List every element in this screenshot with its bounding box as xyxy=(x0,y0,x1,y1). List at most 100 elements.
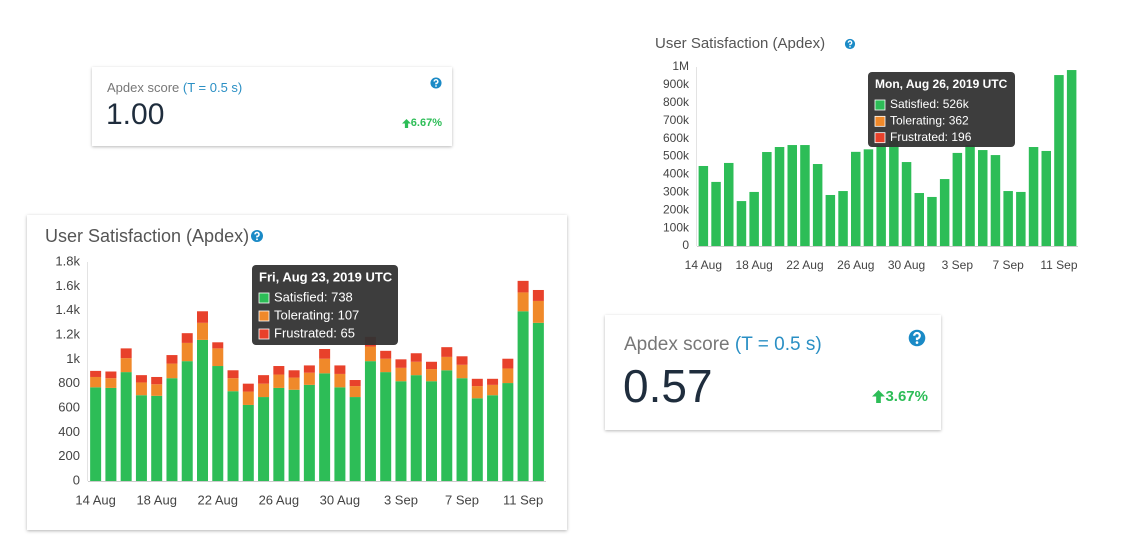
bar-segment xyxy=(990,155,1001,246)
bar-segment xyxy=(105,378,117,388)
tooltip-title: Fri, Aug 23, 2019 UTC xyxy=(259,269,393,284)
bar-segment xyxy=(151,376,163,385)
x-tick-label: 26 Aug xyxy=(837,258,874,272)
y-tick-label: 600 xyxy=(58,399,80,414)
y-tick-label: 700k xyxy=(663,113,690,127)
bar-segment xyxy=(380,372,392,481)
help-icon[interactable] xyxy=(844,38,856,50)
card-label: Apdex score xyxy=(624,334,730,355)
bar-segment xyxy=(135,382,147,396)
bar-segment xyxy=(212,342,224,349)
bar-segment xyxy=(319,358,331,374)
bar-segment xyxy=(120,372,132,481)
bar-segment xyxy=(380,350,392,359)
bar-segment xyxy=(120,348,132,359)
tooltip-row: Satisfied: 526k xyxy=(890,97,970,111)
bar-segment xyxy=(456,356,468,365)
bar-segment xyxy=(800,145,810,246)
bar-segment xyxy=(166,378,178,481)
bar-segment xyxy=(334,387,346,481)
card-threshold: (T = 0.5 s) xyxy=(182,80,243,95)
y-tick-label: 900k xyxy=(663,77,690,91)
tooltip: Mon, Aug 26, 2019 UTC Satisfied: 526k Tole… xyxy=(868,72,1015,147)
bar-segment xyxy=(532,300,544,323)
tooltip-row: Tolerating: 362 xyxy=(890,114,969,128)
bar-segment xyxy=(288,370,300,378)
x-tick-label: 11 Sep xyxy=(1040,258,1077,272)
help-icon[interactable] xyxy=(430,77,442,89)
bar-segment xyxy=(927,196,937,246)
y-tick-label: 200k xyxy=(663,202,690,216)
x-tick-label: 11 Sep xyxy=(503,492,543,507)
tooltip-box xyxy=(252,265,398,345)
bar-segment xyxy=(334,373,346,388)
bar-segment xyxy=(395,367,407,382)
bar-segment xyxy=(181,333,193,343)
bar-segment xyxy=(517,292,529,312)
y-tick-label: 0 xyxy=(73,472,80,487)
y-tick-label: 1.2k xyxy=(55,326,80,341)
bar-segment xyxy=(838,191,848,246)
bar-segment xyxy=(395,359,407,368)
bar-segment xyxy=(487,384,499,396)
bar-segment xyxy=(349,397,361,481)
card-change: 3.67% xyxy=(885,388,928,405)
bar-segment xyxy=(851,151,861,246)
bar-segment xyxy=(181,361,193,481)
bar-segment xyxy=(258,397,270,481)
bar-segment xyxy=(1041,150,1051,246)
bar-segment xyxy=(487,378,499,385)
bar-segment xyxy=(105,371,117,379)
card-label-row: Apdex score (T = 0.5 s) xyxy=(107,80,242,95)
bar-segment xyxy=(1054,75,1064,247)
chart-title: User Satisfaction (Apdex) xyxy=(45,226,249,246)
y-tick-label: 1.6k xyxy=(55,278,80,293)
x-tick-label: 22 Aug xyxy=(786,258,823,272)
bar-segment xyxy=(1028,147,1039,246)
bar-segment xyxy=(288,377,300,390)
bar-segment xyxy=(90,370,102,377)
bar-segment xyxy=(197,311,208,323)
bar-segment xyxy=(364,346,376,362)
bar-segment xyxy=(242,404,254,481)
bar-segment xyxy=(197,322,208,340)
y-tick-label: 0 xyxy=(682,238,689,252)
bar-segment xyxy=(471,398,483,481)
bar-segment xyxy=(197,339,208,481)
y-tick-label: 400k xyxy=(663,167,690,181)
x-tick-label: 30 Aug xyxy=(320,492,361,507)
bar-segment xyxy=(502,368,514,384)
card-change-row: 6.67% xyxy=(401,117,442,129)
bar-segment xyxy=(105,387,117,481)
tooltip-box xyxy=(868,72,1015,147)
bar-segment xyxy=(456,378,468,481)
help-icon[interactable] xyxy=(250,229,264,243)
bar-segment xyxy=(1066,70,1077,246)
tooltip: Fri, Aug 23, 2019 UTC Satisfied: 738 Toler… xyxy=(252,265,398,345)
x-tick-label: 18 Aug xyxy=(735,258,772,272)
tooltip-row: Frustrated: 196 xyxy=(890,130,972,144)
bar-segment xyxy=(273,366,285,375)
bar-segment xyxy=(303,384,315,481)
bar-segment xyxy=(426,381,437,481)
bar-segment xyxy=(762,152,772,246)
tooltip-row: Frustrated: 65 xyxy=(274,325,355,340)
bar-segment xyxy=(1003,191,1013,246)
bar-segment xyxy=(487,395,499,481)
card-label-row: Apdex score (T = 0.5 s) xyxy=(624,334,822,356)
x-tick-label: 7 Sep xyxy=(445,492,479,507)
bar-segment xyxy=(166,363,178,379)
apdex-card: Apdex score (T = 0.5 s) 1.00 6.67% xyxy=(92,67,452,146)
bar-segment xyxy=(288,389,300,481)
y-tick-label: 500k xyxy=(663,149,690,163)
bar-segment xyxy=(914,193,924,246)
help-icon[interactable] xyxy=(908,329,926,347)
bar-segment xyxy=(120,358,132,373)
x-tick-label: 26 Aug xyxy=(259,492,300,507)
x-tick-label: 14 Aug xyxy=(75,492,116,507)
bar-segment xyxy=(242,383,254,392)
bar-segment xyxy=(876,145,886,246)
bar-segment xyxy=(456,364,468,379)
bar-segment xyxy=(166,355,178,364)
